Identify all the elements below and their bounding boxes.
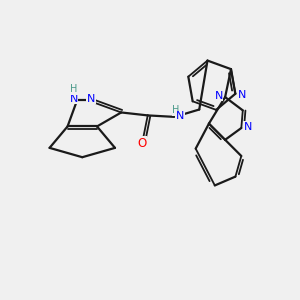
Text: H: H (172, 105, 179, 116)
Text: O: O (137, 137, 146, 150)
Text: N: N (176, 111, 184, 121)
Text: N: N (238, 90, 246, 100)
Text: N: N (214, 91, 223, 100)
Text: H: H (70, 84, 77, 94)
Text: N: N (244, 122, 252, 132)
Text: N: N (69, 94, 78, 104)
Text: N: N (87, 94, 95, 104)
